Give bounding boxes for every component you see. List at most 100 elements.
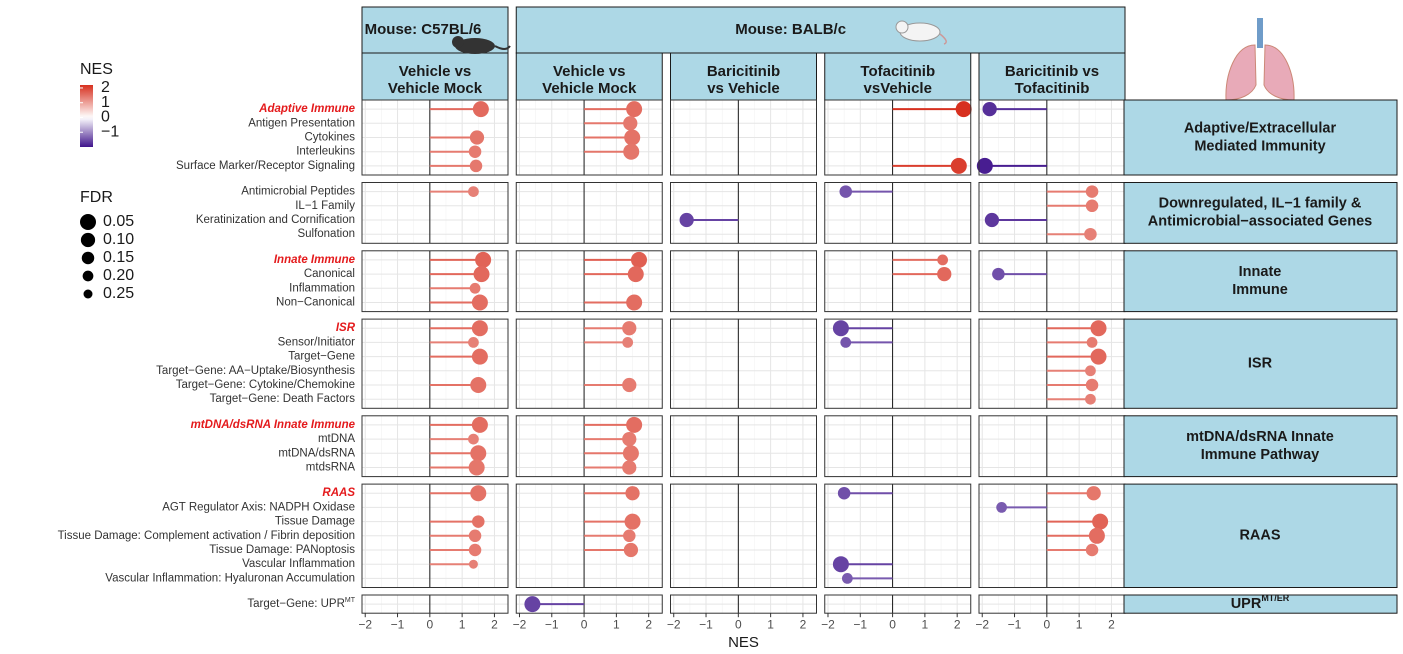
lollipop-dot — [470, 283, 481, 294]
x-tick-label: 0 — [735, 617, 742, 631]
strain-label: Mouse: BALB/c — [735, 21, 846, 38]
lollipop-dot — [469, 145, 482, 158]
term-label: Antigen Presentation — [248, 117, 355, 129]
lollipop-dot — [524, 596, 540, 612]
lollipop-dot — [833, 320, 849, 336]
x-tick-label: 2 — [1108, 617, 1115, 631]
lollipop-dot — [985, 213, 999, 227]
lollipop-dot — [623, 144, 639, 160]
lollipop-dot — [1084, 228, 1097, 241]
x-tick-label: −2 — [821, 617, 835, 631]
term-label: RAAS — [322, 487, 355, 499]
row-label: Antimicrobial−associated Genes — [1148, 214, 1372, 230]
term-label: Tissue Damage — [275, 516, 355, 528]
x-tick-label: −2 — [975, 617, 989, 631]
size-legend-label: 0.25 — [103, 285, 134, 302]
size-legend-label: 0.20 — [103, 267, 134, 284]
term-label: AGT Regulator Axis: NADPH Oxidase — [162, 501, 355, 513]
size-legend-dot — [81, 233, 95, 247]
column-label: Baricitinib — [707, 63, 780, 80]
term-label: Inflammation — [289, 282, 355, 294]
term-label: Antimicrobial Peptides — [241, 186, 355, 198]
x-tick-label: 2 — [645, 617, 652, 631]
x-tick-label: −1 — [853, 617, 867, 631]
lollipop-dot — [469, 544, 482, 557]
size-legend-dot — [80, 214, 96, 230]
size-legend-label: 0.15 — [103, 249, 134, 266]
lollipop-dot — [623, 116, 637, 130]
term-label: Vascular Inflammation — [242, 558, 355, 570]
row-label: Downregulated, IL−1 family & — [1159, 196, 1362, 212]
lollipop-dot — [626, 295, 642, 311]
x-tick-label: 2 — [954, 617, 961, 631]
lollipop-dot — [1086, 200, 1099, 213]
lollipop-dot — [838, 487, 851, 500]
term-label: Target−Gene: UPRMT — [247, 597, 355, 610]
x-tick-label: 1 — [459, 617, 466, 631]
term-label: mtdsRNA — [306, 462, 356, 474]
lollipop-dot — [470, 160, 483, 173]
row-label: ISR — [1248, 356, 1273, 372]
lollipop-dot — [474, 266, 490, 282]
x-tick-label: −1 — [391, 617, 405, 631]
lollipop-dot — [1091, 320, 1107, 336]
column-label: vs Vehicle — [707, 80, 780, 97]
column-label: vsVehicle — [864, 80, 932, 97]
panel-bg — [671, 319, 817, 408]
x-axis-title: NES — [728, 634, 759, 651]
size-legend-title: FDR — [80, 189, 113, 206]
lollipop-dot — [937, 267, 951, 281]
lollipop-dot — [468, 434, 479, 445]
term-label: Adaptive Immune — [258, 103, 355, 115]
term-label: Surface Marker/Receptor Signaling — [176, 160, 355, 172]
lollipop-dot — [992, 268, 1005, 281]
row-label: Immune Pathway — [1201, 447, 1319, 463]
lollipop-dot — [680, 213, 694, 227]
column-label: Vehicle vs — [553, 63, 626, 80]
term-label: mtDNA — [318, 433, 355, 445]
size-legend-dot — [82, 252, 95, 265]
term-label: Target−Gene: AA−Uptake/Biosynthesis — [156, 365, 355, 377]
x-tick-label: −2 — [358, 617, 372, 631]
lung-icon — [1226, 18, 1294, 100]
x-tick-label: 0 — [426, 617, 433, 631]
lollipop-dot — [983, 102, 997, 116]
lollipop-dot — [622, 378, 636, 392]
term-label: Non−Canonical — [276, 297, 355, 309]
column-label: Vehicle Mock — [542, 80, 637, 97]
lollipop-dot — [1086, 379, 1099, 392]
lollipop-dot — [472, 295, 488, 311]
lollipop-dot — [473, 101, 489, 117]
lollipop-dot — [472, 515, 485, 528]
x-tick-label: 1 — [613, 617, 620, 631]
size-legend-label: 0.05 — [103, 213, 134, 230]
lollipop-dot — [468, 337, 479, 348]
column-label: Vehicle Mock — [388, 80, 483, 97]
term-label: Innate Immune — [274, 254, 356, 266]
size-legend-dot — [84, 290, 93, 299]
lollipop-dot — [624, 130, 640, 146]
lollipop-dot — [631, 252, 647, 268]
lollipop-dot — [937, 255, 948, 266]
lollipop-dot — [469, 460, 485, 476]
size-legend-dot — [83, 271, 94, 282]
chart: Mouse: C57BL/6Vehicle vsVehicle MockMous… — [0, 0, 1403, 654]
x-tick-label: −1 — [699, 617, 713, 631]
term-label: Tissue Damage: PANoptosis — [209, 544, 355, 556]
x-tick-label: 1 — [767, 617, 774, 631]
x-tick-label: 1 — [1076, 617, 1083, 631]
x-tick-label: 0 — [581, 617, 588, 631]
term-label: ISR — [336, 322, 356, 334]
page: Mouse: C57BL/6Vehicle vsVehicle MockMous… — [0, 0, 1403, 654]
lollipop-dot — [628, 266, 644, 282]
lollipop-dot — [839, 185, 852, 198]
lollipop-dot — [470, 445, 486, 461]
strain-label: Mouse: C57BL/6 — [365, 21, 482, 38]
term-label: Keratinization and Cornification — [196, 214, 355, 226]
lollipop-dot — [468, 186, 479, 197]
colorbar — [80, 85, 93, 147]
term-label: Canonical — [304, 268, 355, 280]
x-tick-label: −2 — [513, 617, 527, 631]
term-label: mtDNA/dsRNA Innate Immune — [191, 419, 356, 431]
lollipop-dot — [472, 417, 488, 433]
